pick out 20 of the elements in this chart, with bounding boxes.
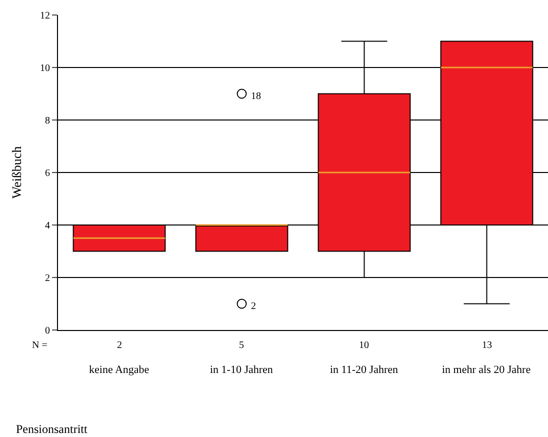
x-tick-label: in mehr als 20 Jahre bbox=[442, 364, 531, 376]
y-tick-label: 12 bbox=[40, 10, 50, 22]
annotation: 18 bbox=[251, 91, 261, 102]
x-tick-label: in 1-10 Jahren bbox=[210, 364, 274, 376]
y-tick-label: 8 bbox=[45, 116, 50, 126]
text: N = bbox=[32, 340, 48, 351]
text: 2 bbox=[117, 340, 122, 351]
annotation: 2 bbox=[251, 301, 256, 312]
y-tick-label: 6 bbox=[45, 168, 50, 179]
text: 13 bbox=[482, 340, 492, 351]
y-axis-title: Weißbuch bbox=[8, 146, 24, 199]
x-tick-label: in 11-20 Jahren bbox=[330, 364, 399, 376]
x-tick-label: keine Angabe bbox=[89, 364, 150, 376]
y-tick-label: 10 bbox=[40, 63, 50, 74]
y-tick-label: 0 bbox=[45, 326, 50, 336]
y-tick-label: 2 bbox=[45, 273, 50, 284]
text: 10 bbox=[359, 340, 369, 351]
y-tick-label: 4 bbox=[45, 220, 50, 232]
x-axis-title: Pensionsantritt bbox=[16, 422, 88, 436]
text: 5 bbox=[239, 340, 244, 351]
